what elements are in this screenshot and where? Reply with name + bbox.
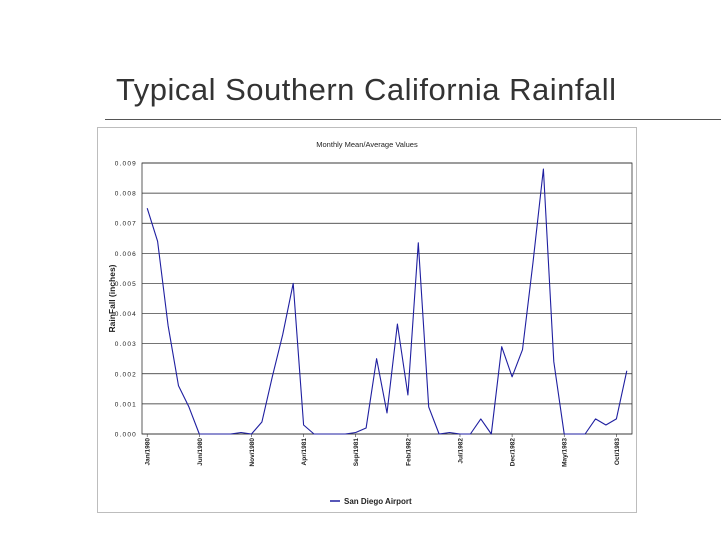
rainfall-line-chart: Monthly Mean/Average Values 0.0000.0010.… — [107, 140, 633, 506]
x-tick-label: Nov/1980 — [249, 438, 256, 467]
y-tick-label: 0.004 — [115, 311, 137, 318]
x-tick-label: Jan/1980 — [145, 438, 152, 466]
y-tick-label: 0.006 — [115, 251, 137, 258]
x-tick-label: Oct/1983 — [614, 438, 621, 465]
legend-label: San Diego Airport — [344, 497, 412, 506]
y-tick-label: 0.003 — [115, 341, 137, 348]
x-tick-labels: Jan/1980 Jun/1980 Nov/1980 Apr/1981 Sep/1981… — [145, 434, 621, 467]
y-tick-label: 0.008 — [115, 191, 137, 198]
y-tick-label: 0.009 — [115, 161, 137, 168]
y-tick-label: 0.000 — [115, 432, 137, 439]
chart-title: Monthly Mean/Average Values — [316, 140, 418, 149]
y-axis-label: RainFall (inches) — [107, 264, 117, 332]
chart-frame: Monthly Mean/Average Values 0.000 0.001 0.… — [97, 127, 637, 513]
series-line-san-diego-airport — [146, 168, 628, 435]
x-tick-label: Apr/1981 — [301, 438, 308, 466]
series-lines — [146, 168, 628, 435]
x-tick-label: Sep/1981 — [353, 438, 360, 467]
x-tick-label: Jul/1982 — [457, 438, 464, 464]
slide-title: Typical Southern California Rainfall — [116, 72, 617, 107]
y-tick-labels: 0.000 0.001 0.002 0.003 0.004 0.005 0.006 0.007… — [115, 161, 137, 439]
x-tick-label: Feb/1982 — [405, 438, 412, 466]
x-tick-label: Jun/1980 — [197, 438, 204, 466]
title-divider — [105, 119, 721, 120]
legend: San Diego Airport — [330, 497, 412, 506]
x-tick-label: Dec/1982 — [510, 438, 517, 467]
y-tick-label: 0.001 — [115, 401, 137, 408]
y-tick-label: 0.005 — [115, 281, 137, 288]
y-tick-label: 0.007 — [115, 221, 137, 228]
x-tick-label: May/1983 — [562, 438, 569, 467]
plot-area-border — [141, 162, 633, 435]
y-tick-label: 0.002 — [115, 371, 137, 378]
